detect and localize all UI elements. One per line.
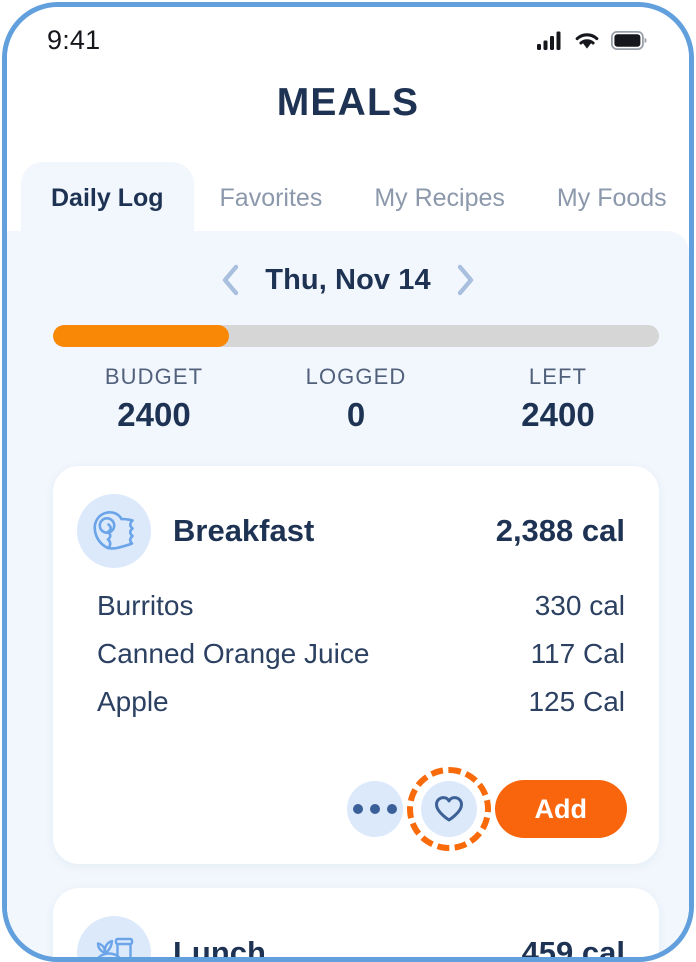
add-button[interactable]: Add (494, 780, 627, 838)
calorie-stats: BUDGET 2400 LOGGED 0 LEFT 2400 (53, 364, 659, 434)
meal-card-breakfast[interactable]: Breakfast 2,388 cal Burritos 330 cal Can… (53, 466, 659, 864)
daily-log-panel: Thu, Nov 14 BUDGET 2400 LOGGED (7, 231, 689, 957)
chevron-right-icon (457, 264, 473, 296)
tab-bar: Daily Log Favorites My Recipes My Foods (7, 159, 689, 234)
meal-name: Lunch (173, 935, 266, 957)
food-name: Apple (97, 686, 169, 717)
tab-my-foods[interactable]: My Foods (531, 162, 689, 234)
ellipsis-icon (352, 804, 397, 814)
phone-screen: 9:41 ME (7, 7, 689, 957)
list-item[interactable]: Apple 125 Cal (97, 686, 625, 718)
meal-total-calories: 2,388 cal (495, 513, 625, 548)
battery-icon (611, 30, 647, 50)
tab-daily-log[interactable]: Daily Log (21, 162, 194, 234)
meal-actions: Add (346, 767, 627, 851)
previous-day-button[interactable] (217, 263, 243, 297)
food-calories: 117 Cal (530, 638, 625, 669)
tab-my-recipes[interactable]: My Recipes (348, 162, 531, 234)
food-calories: 125 Cal (528, 686, 625, 717)
food-calories: 330 cal (534, 590, 625, 621)
tab-favorites[interactable]: Favorites (194, 162, 349, 234)
wifi-icon (575, 32, 599, 49)
tab-label: My Recipes (374, 183, 505, 212)
status-time: 9:41 (47, 24, 101, 55)
meal-header: Breakfast 2,388 cal (53, 466, 659, 568)
tab-label: Favorites (219, 183, 323, 212)
stat-value: 0 (346, 396, 366, 433)
meal-name: Breakfast (173, 513, 315, 548)
stat-budget: BUDGET 2400 (53, 364, 255, 434)
stat-label: LOGGED (305, 364, 407, 389)
meal-card-lunch[interactable]: Lunch 459 cal (53, 888, 659, 957)
status-bar: 9:41 (7, 7, 689, 73)
calorie-progress-fill (53, 325, 229, 347)
egg-bacon-icon (77, 494, 151, 568)
status-icons (537, 30, 647, 50)
tab-label: Daily Log (51, 183, 164, 212)
page-title: MEALS (276, 81, 420, 124)
favorite-button[interactable] (420, 781, 477, 837)
stat-label: LEFT (528, 364, 588, 389)
egg-bacon-icon-glyph (93, 511, 134, 550)
salad-jar-icon (77, 916, 151, 957)
date-navigator: Thu, Nov 14 (7, 263, 689, 297)
stat-value: 2400 (117, 396, 191, 433)
more-options-button[interactable] (346, 781, 403, 837)
calorie-progress-bar (53, 325, 659, 347)
food-name: Canned Orange Juice (97, 638, 370, 669)
current-date[interactable]: Thu, Nov 14 (265, 263, 431, 296)
chevron-left-icon (223, 264, 239, 296)
meal-total-calories: 459 cal (521, 935, 625, 957)
food-name: Burritos (97, 590, 194, 621)
stat-left: LEFT 2400 (457, 364, 659, 434)
stat-label: BUDGET (104, 364, 204, 389)
favorite-button-container (406, 767, 491, 851)
next-day-button[interactable] (453, 263, 479, 297)
list-item[interactable]: Canned Orange Juice 117 Cal (97, 638, 625, 670)
cellular-signal-icon (537, 31, 561, 50)
list-item[interactable]: Burritos 330 cal (97, 590, 625, 622)
meal-header: Lunch 459 cal (53, 888, 659, 957)
salad-jar-icon-glyph (96, 937, 134, 957)
tab-label: My Foods (556, 183, 667, 212)
heart-icon (434, 796, 463, 822)
stat-logged: LOGGED 0 (255, 364, 457, 434)
stat-value: 2400 (521, 396, 595, 433)
food-item-list: Burritos 330 cal Canned Orange Juice 117… (53, 568, 659, 718)
